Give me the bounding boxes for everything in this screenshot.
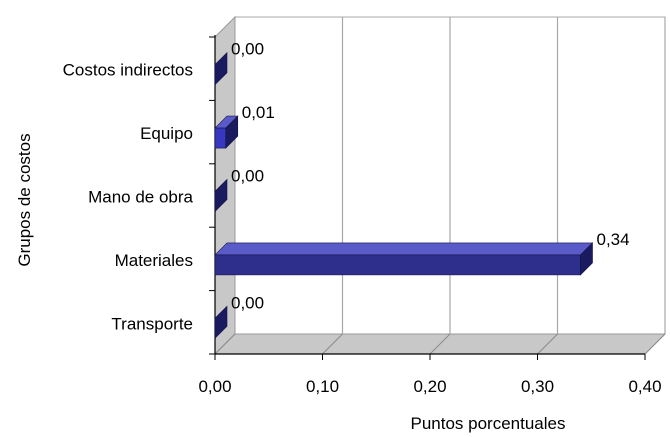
bar-end-face	[214, 305, 228, 340]
data-label: 0,00	[231, 167, 264, 186]
bar-front-face	[214, 254, 581, 276]
category-label: Mano de obra	[88, 188, 193, 207]
floor-gridline	[644, 333, 666, 355]
bar-transporte	[214, 305, 228, 340]
bar-equipo	[214, 115, 239, 149]
floor-gridline	[429, 333, 451, 355]
bar-end-face	[214, 178, 228, 213]
x-tick-label: 0,10	[306, 377, 339, 396]
chart-labels: 0,00 0,10 0,20 0,30 0,40 Costos indirectos 0,0…	[63, 40, 662, 396]
bar-mano-de-obra	[214, 178, 228, 213]
bar-end-face	[214, 51, 228, 86]
data-label: 0,34	[597, 230, 630, 249]
chart-bars	[214, 51, 594, 340]
x-tick-label: 0,40	[628, 377, 661, 396]
category-label: Equipo	[140, 124, 193, 143]
data-label: 0,00	[231, 293, 264, 312]
floor-gridline	[214, 333, 236, 355]
data-label: 0,00	[231, 40, 264, 59]
bar-front-face	[214, 127, 227, 149]
bar-top-face	[214, 242, 594, 256]
category-label: Costos indirectos	[63, 61, 193, 80]
category-label: Materiales	[115, 251, 193, 270]
x-axis-title: Puntos porcentuales	[411, 414, 566, 433]
chart-gridlines	[214, 17, 666, 355]
data-label: 0,01	[242, 103, 275, 122]
bar-end-face	[225, 115, 239, 149]
bar-end-face	[580, 242, 593, 276]
bar-costos-indirectos	[214, 51, 228, 86]
x-tick-label: 0,00	[198, 377, 231, 396]
x-tick-label: 0,30	[521, 377, 554, 396]
floor-gridline	[537, 333, 558, 355]
bar-materiales	[214, 242, 594, 276]
x-tick-label: 0,20	[413, 377, 446, 396]
floor-gridline	[322, 333, 343, 355]
category-label: Transporte	[111, 314, 193, 333]
y-axis-title: Grupos de costos	[15, 133, 34, 266]
chart-walls	[213, 15, 667, 356]
